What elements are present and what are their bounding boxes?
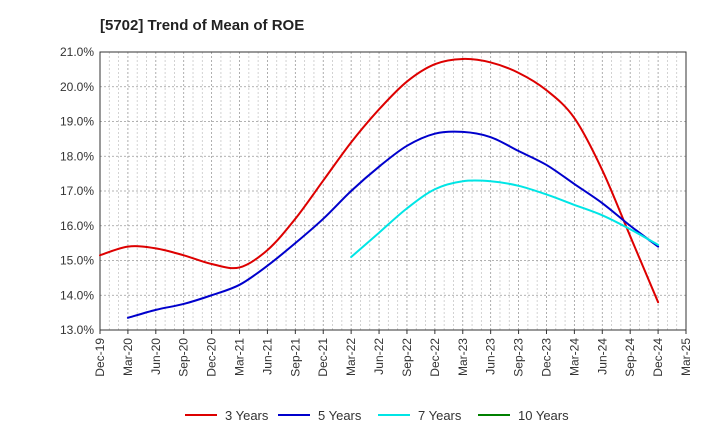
x-tick-label: Mar-21 xyxy=(233,338,247,376)
chart-title: [5702] Trend of Mean of ROE xyxy=(100,17,304,34)
y-tick-label: 15.0% xyxy=(60,254,94,268)
x-tick-label: Jun-24 xyxy=(595,338,609,375)
series-line-7-years xyxy=(350,179,660,259)
x-tick-label: Jun-22 xyxy=(372,338,386,375)
x-tick-label: Dec-24 xyxy=(651,338,665,377)
plot-area: 13.0% 14.0% 15.0% 16.0% 17.0% 18.0% 19.0% 20.0%… xyxy=(60,45,693,377)
y-tick-label: 16.0% xyxy=(60,219,94,233)
x-tick-label: Dec-22 xyxy=(428,338,442,377)
x-tick-label: Mar-23 xyxy=(456,338,470,376)
y-tick-label: 14.0% xyxy=(60,288,94,302)
y-tick-label: 13.0% xyxy=(60,323,94,337)
series-line-3-years xyxy=(99,57,660,304)
y-tick-label: 18.0% xyxy=(60,149,94,163)
x-tick-label: Mar-24 xyxy=(567,338,581,376)
x-tick-label: Sep-23 xyxy=(512,338,526,377)
x-tick-label: Sep-20 xyxy=(177,338,191,377)
x-tick-label: Mar-25 xyxy=(679,338,693,376)
y-tick-label: 17.0% xyxy=(60,184,94,198)
x-tick-label: Dec-21 xyxy=(316,338,330,377)
x-tick-label: Dec-23 xyxy=(539,338,553,377)
legend: 3 Years 5 Years 7 Years 10 Years xyxy=(185,408,569,423)
x-tick-label: Mar-22 xyxy=(344,338,358,376)
x-tick-label: Jun-21 xyxy=(260,338,274,375)
x-tick-label: Dec-20 xyxy=(205,338,219,377)
x-tick-label: Sep-21 xyxy=(288,338,302,377)
plot-border xyxy=(99,51,687,331)
x-tick-label: Jun-23 xyxy=(484,338,498,375)
x-tick-label: Dec-19 xyxy=(93,338,107,377)
legend-label-3-years: 3 Years xyxy=(225,408,269,423)
series-line-5-years xyxy=(126,130,660,319)
x-tick-label: Sep-24 xyxy=(623,338,637,377)
legend-label-7-years: 7 Years xyxy=(418,408,462,423)
x-tick-label: Sep-22 xyxy=(400,338,414,377)
y-tick-label: 21.0% xyxy=(60,45,94,59)
y-tick-label: 20.0% xyxy=(60,80,94,94)
legend-label-10-years: 10 Years xyxy=(518,408,569,423)
x-tick-label: Mar-20 xyxy=(121,338,135,376)
legend-label-5-years: 5 Years xyxy=(318,408,362,423)
x-tick-label: Jun-20 xyxy=(149,338,163,375)
y-tick-label: 19.0% xyxy=(60,115,94,129)
